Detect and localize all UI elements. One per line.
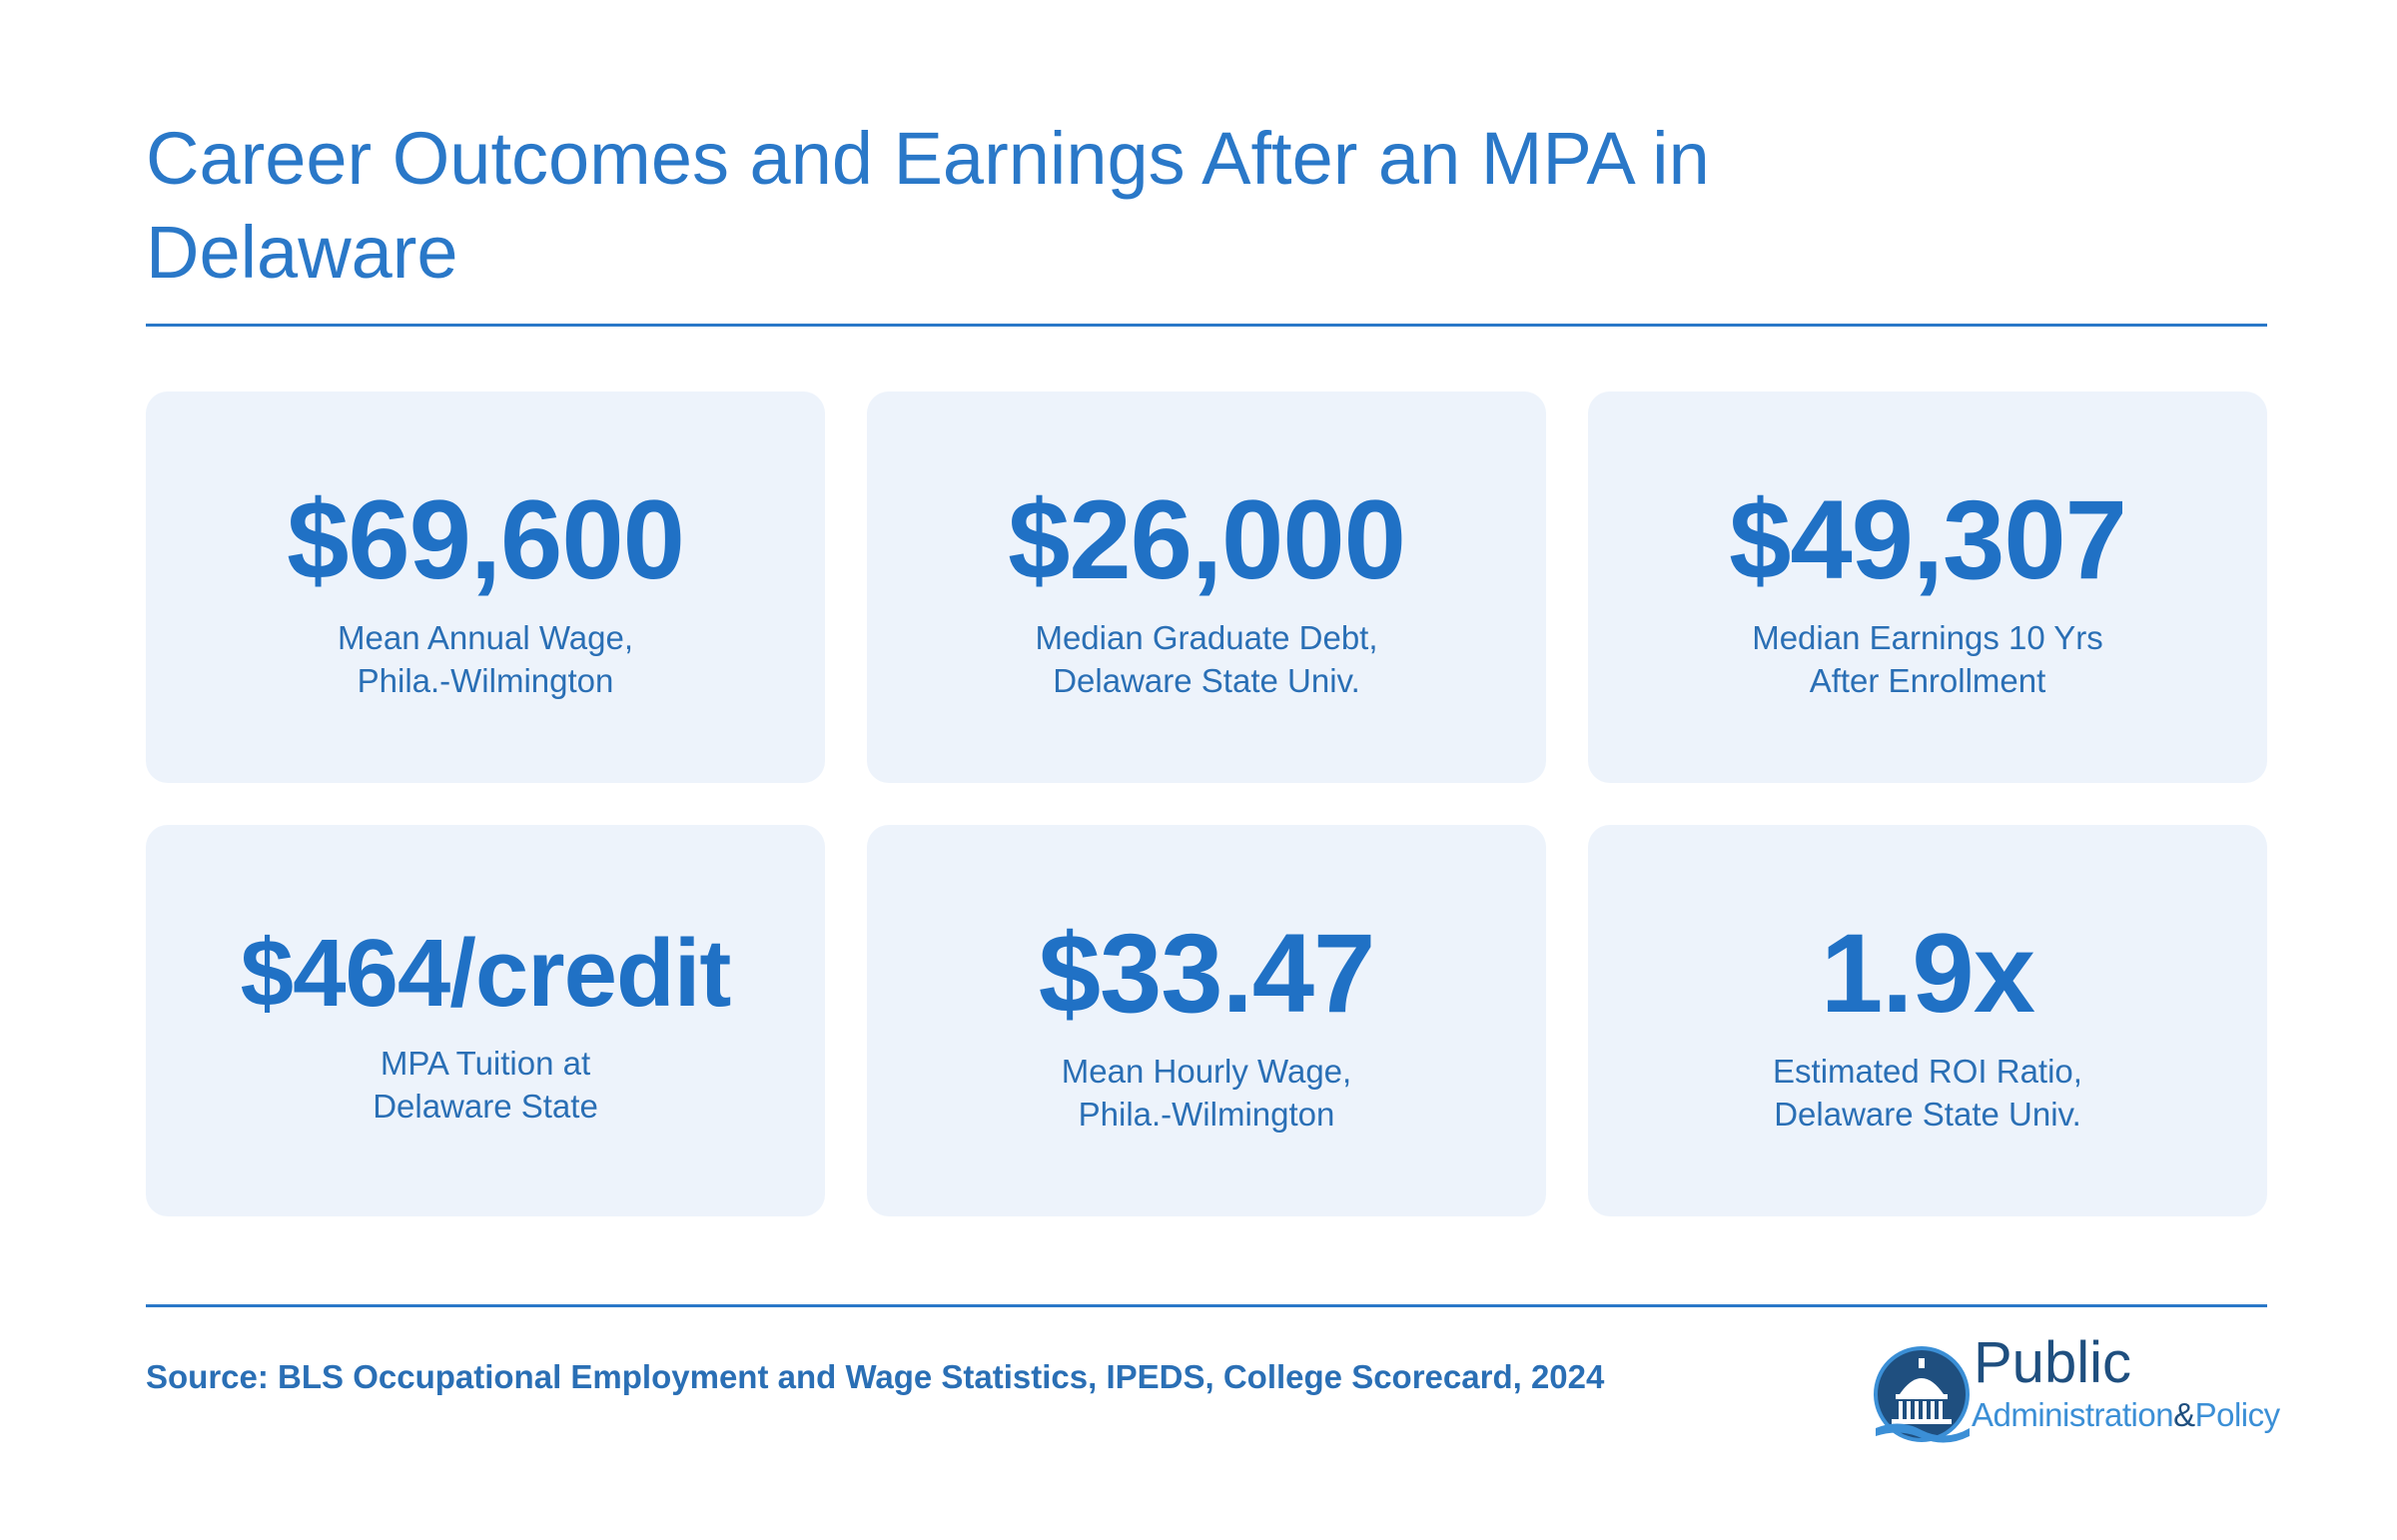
stat-label-line1: Estimated ROI Ratio,: [1773, 1053, 2082, 1090]
stat-label: Median Earnings 10 Yrs After Enrollment: [1752, 616, 2103, 702]
stat-label-line1: Mean Hourly Wage,: [1061, 1053, 1352, 1090]
stat-value: $26,000: [1008, 477, 1406, 602]
stat-label: Mean Hourly Wage, Phila.-Wilmington: [1062, 1050, 1351, 1136]
page-title: Career Outcomes and Earnings After an MP…: [146, 117, 1710, 294]
logo-text-admin-policy: Administration&Policy: [1972, 1396, 2280, 1434]
brand-logo: Public Administration&Policy: [1870, 1334, 2280, 1450]
logo-text-administration: Administration: [1972, 1396, 2174, 1433]
stat-label-line1: MPA Tuition at: [380, 1045, 591, 1082]
logo-text-policy: Policy: [2194, 1396, 2281, 1433]
stat-card-mpa-tuition: $464/credit MPA Tuition at Delaware Stat…: [146, 825, 825, 1216]
stat-label: Mean Annual Wage, Phila.-Wilmington: [338, 616, 633, 702]
stat-label-line1: Median Graduate Debt,: [1035, 619, 1378, 656]
stat-label-line1: Median Earnings 10 Yrs: [1752, 619, 2103, 656]
logo-text-public: Public: [1974, 1330, 2131, 1395]
stat-card-median-earnings: $49,307 Median Earnings 10 Yrs After Enr…: [1588, 391, 2267, 783]
stat-value: $33.47: [1038, 911, 1376, 1036]
stat-label-line2: Delaware State Univ.: [1774, 1096, 2081, 1133]
stat-label-line1: Mean Annual Wage,: [338, 619, 633, 656]
source-citation: Source: BLS Occupational Employment and …: [146, 1358, 1605, 1395]
stat-value: 1.9x: [1821, 911, 2035, 1036]
stat-label-line2: Phila.-Wilmington: [357, 662, 614, 699]
stat-card-mean-hourly-wage: $33.47 Mean Hourly Wage, Phila.-Wilmingt…: [867, 825, 1546, 1216]
stat-label: Estimated ROI Ratio, Delaware State Univ…: [1773, 1050, 2082, 1136]
capitol-dome-icon: [1874, 1346, 1970, 1443]
stat-label-line2: Delaware State: [373, 1088, 598, 1125]
stat-value: $464/credit: [240, 920, 732, 1027]
stat-card-roi-ratio: 1.9x Estimated ROI Ratio, Delaware State…: [1588, 825, 2267, 1216]
logo-text-ampersand: &: [2173, 1396, 2195, 1433]
stat-label-line2: Phila.-Wilmington: [1078, 1096, 1335, 1133]
stat-card-median-graduate-debt: $26,000 Median Graduate Debt, Delaware S…: [867, 391, 1546, 783]
stat-label: MPA Tuition at Delaware State: [373, 1042, 598, 1128]
stat-value: $49,307: [1729, 477, 2127, 602]
title-divider: [146, 324, 2267, 327]
stat-card-mean-annual-wage: $69,600 Mean Annual Wage, Phila.-Wilming…: [146, 391, 825, 783]
stat-label-line2: Delaware State Univ.: [1053, 662, 1360, 699]
footer-divider: [146, 1304, 2267, 1307]
stat-label-line2: After Enrollment: [1809, 662, 2046, 699]
stat-label: Median Graduate Debt, Delaware State Uni…: [1035, 616, 1377, 702]
stat-value: $69,600: [287, 477, 685, 602]
